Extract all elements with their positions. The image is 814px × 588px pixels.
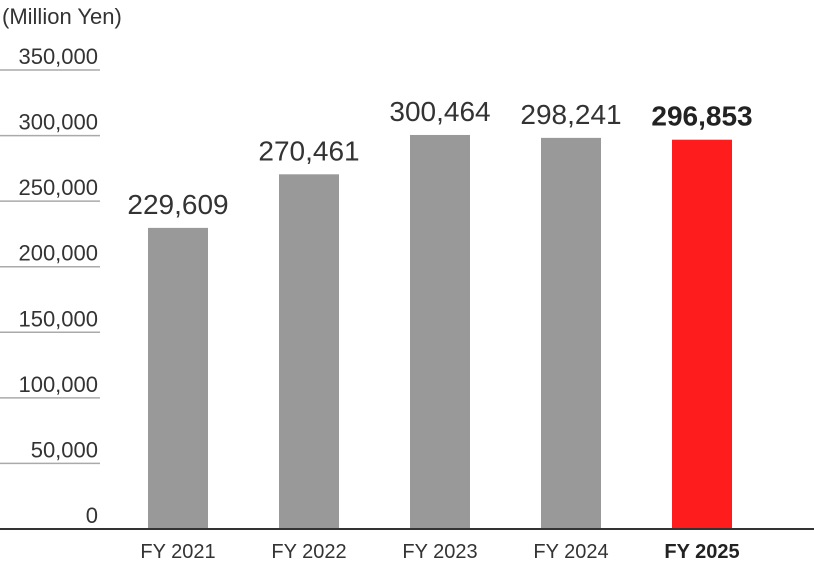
x-tick-label: FY 2021 [140,541,215,563]
bar-value-label: 229,609 [127,189,228,220]
bar-value-label: 296,853 [651,101,752,132]
x-tick-label: FY 2023 [402,541,477,563]
unit-label: (Million Yen) [2,4,122,29]
y-tick-label: 150,000 [18,306,98,331]
y-tick-label: 250,000 [18,175,98,200]
bar-value-label: 270,461 [258,135,359,166]
bar [279,174,339,529]
y-tick-label: 0 [86,503,98,528]
y-tick-label: 200,000 [18,241,98,266]
x-tick-label: FY 2025 [664,541,739,563]
bar [410,134,470,529]
y-tick-label: 50,000 [31,437,98,462]
x-tick-label: FY 2024 [533,541,608,563]
y-tick-label: 100,000 [18,372,98,397]
bars [148,134,732,530]
bar-value-label: 300,464 [389,96,490,127]
y-axis-ticks: 0 50,000 100,000 150,000 200,000 250,000 300,0… [0,44,100,528]
value-labels: 229,609 270,461 300,464 298,241 296,853 [127,96,752,220]
y-tick-label: 300,000 [18,110,98,135]
category-labels: FY 2021 FY 2022 FY 2023 FY 2024 FY 2025 [140,541,739,563]
bar [148,227,208,529]
bar [541,137,601,529]
x-tick-label: FY 2022 [271,541,346,563]
bar-value-label: 298,241 [520,99,621,130]
bar [672,139,732,530]
y-tick-label: 350,000 [18,44,98,69]
